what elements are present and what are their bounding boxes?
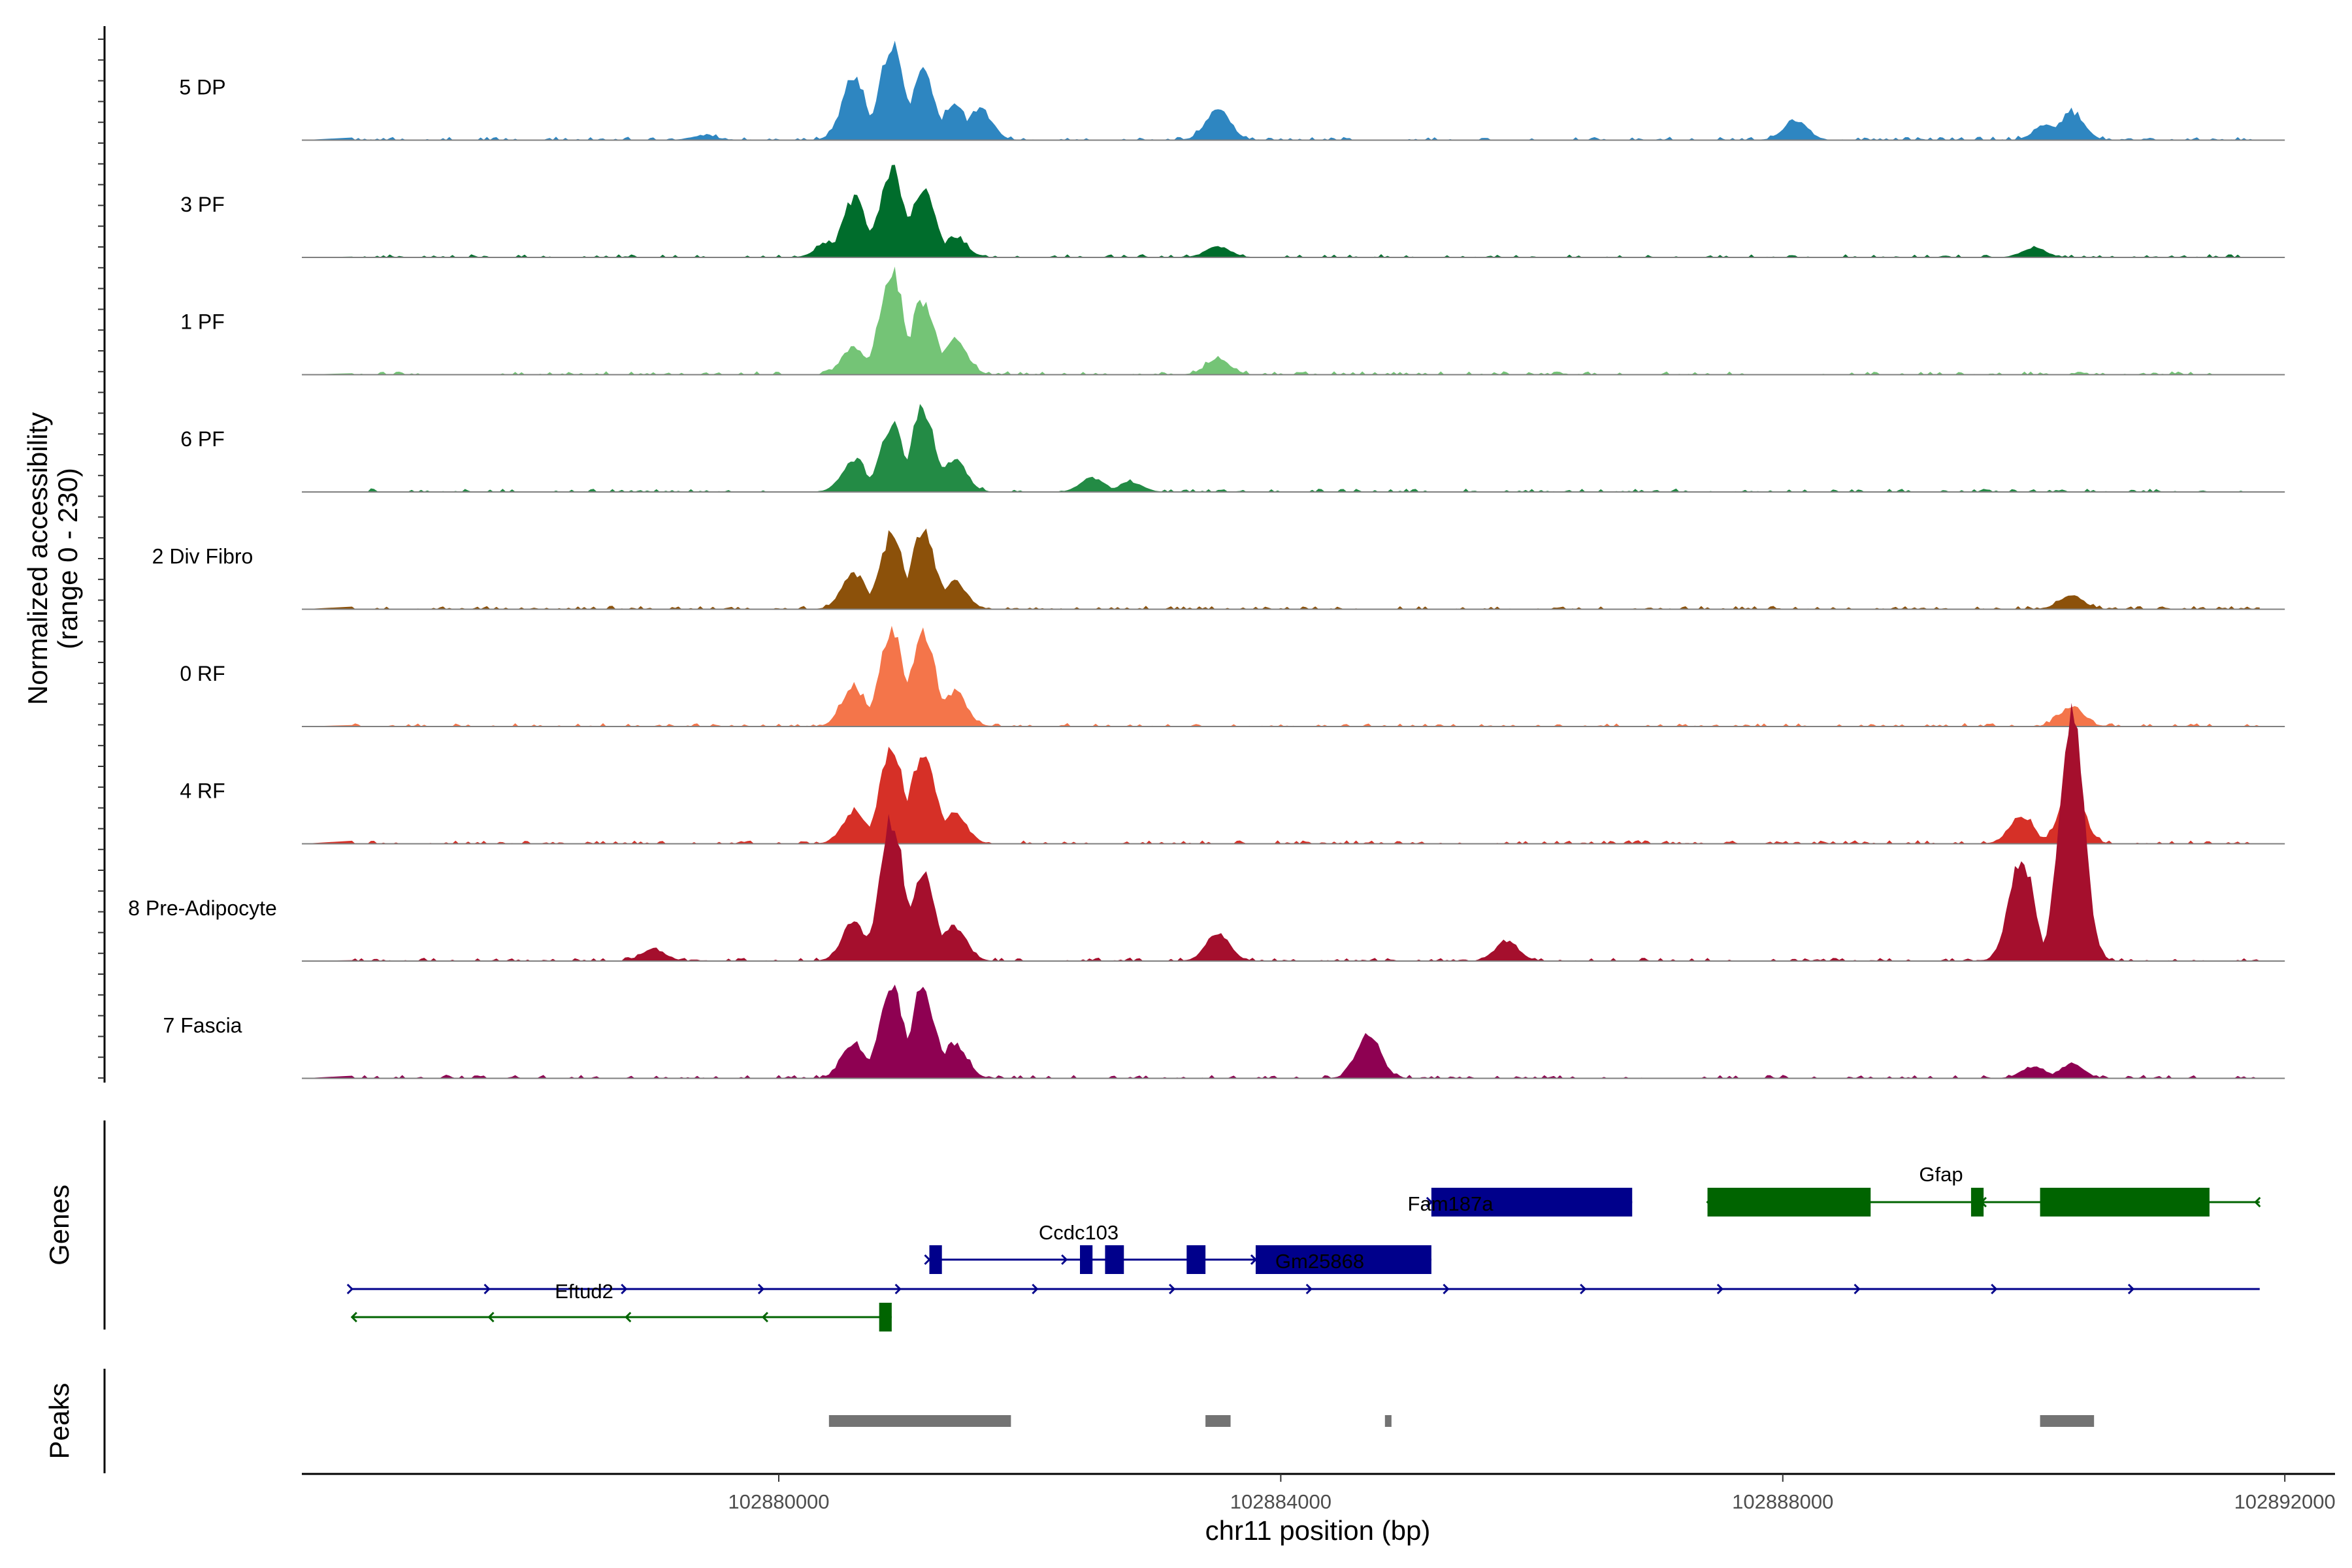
track-area bbox=[302, 985, 2260, 1079]
gene-exon bbox=[2040, 1188, 2210, 1217]
gene-strand-arrow bbox=[1854, 1283, 1861, 1295]
track-3-pf: 3 PF bbox=[180, 165, 2285, 258]
peak-region bbox=[828, 1415, 1011, 1427]
gene-strand-arrow bbox=[1387, 1254, 1394, 1266]
track-4-rf: 4 RF bbox=[180, 746, 2285, 845]
gene-strand-arrow bbox=[346, 1283, 353, 1295]
gene-exon bbox=[1431, 1188, 1633, 1217]
gene-exon bbox=[1186, 1245, 1206, 1274]
peak-region bbox=[2040, 1415, 2095, 1427]
track-label: 0 RF bbox=[180, 662, 225, 685]
track-8-pre-adipocyte: 8 Pre-Adipocyte bbox=[128, 702, 2285, 962]
track-0-rf: 0 RF bbox=[180, 625, 2285, 727]
track-6-pf: 6 PF bbox=[180, 404, 2285, 493]
gene-strand-arrow bbox=[2254, 1196, 2261, 1208]
gene-strand-arrow bbox=[924, 1254, 931, 1266]
track-label: 3 PF bbox=[180, 193, 225, 216]
gene-exon bbox=[1105, 1245, 1124, 1274]
gene-strand-arrow bbox=[1250, 1254, 1258, 1266]
gene-eftud2-minus bbox=[350, 1303, 892, 1331]
track-area bbox=[302, 165, 2260, 257]
gene-label: Gm25868 bbox=[1275, 1250, 1364, 1273]
peaks-axis-title: Peaks bbox=[44, 1383, 74, 1460]
gene-label: Ccdc103 bbox=[1039, 1221, 1119, 1244]
gene-strand-arrow bbox=[487, 1311, 495, 1323]
gene-strand-arrow bbox=[625, 1311, 632, 1323]
gene-strand-arrow bbox=[1716, 1283, 1723, 1295]
track-5-dp: 5 DP bbox=[179, 41, 2285, 141]
gene-gfap-minus: Gfap bbox=[1706, 1163, 2261, 1217]
track-area bbox=[302, 404, 2260, 492]
track-area bbox=[302, 41, 2260, 140]
x-axis-ticks: 102880000 102884000 102888000 102892000 bbox=[728, 1474, 2336, 1513]
gene-eftud2-plus: Eftud2 bbox=[346, 1280, 2260, 1303]
gene-strand-arrow bbox=[350, 1311, 357, 1323]
x-tick-label: 102892000 bbox=[2234, 1490, 2336, 1513]
track-label: 1 PF bbox=[180, 310, 225, 334]
track-label: 6 PF bbox=[180, 427, 225, 451]
gene-strand-arrow bbox=[621, 1283, 628, 1295]
track-area bbox=[302, 267, 2260, 375]
track-area bbox=[302, 528, 2260, 610]
track-label: 4 RF bbox=[180, 779, 225, 803]
gene-exon bbox=[1080, 1245, 1093, 1274]
x-axis-title: chr11 position (bp) bbox=[1205, 1515, 1431, 1546]
gene-strand-arrow bbox=[761, 1311, 769, 1323]
gene-strand-arrow bbox=[1168, 1283, 1176, 1295]
genes-panel: Fam187a Gfap Ccdc103 Gm25868 Eftud2 bbox=[346, 1163, 2261, 1331]
gene-strand-arrow bbox=[757, 1283, 765, 1295]
x-tick-label: 102888000 bbox=[1732, 1490, 1833, 1513]
y-axis-range: (range 0 - 230) bbox=[52, 468, 83, 649]
peaks-panel bbox=[828, 1415, 2095, 1427]
genes-axis-title: Genes bbox=[44, 1184, 74, 1266]
track-7-fascia: 7 Fascia bbox=[163, 985, 2285, 1079]
gene-fam187a-plus: Fam187a bbox=[1408, 1188, 1633, 1217]
gene-exon bbox=[1707, 1188, 1871, 1217]
track-label: 7 Fascia bbox=[163, 1014, 242, 1037]
gene-label: Gfap bbox=[1919, 1163, 1963, 1186]
gene-exon bbox=[929, 1245, 942, 1274]
track-label: 8 Pre-Adipocyte bbox=[128, 896, 277, 920]
gene-strand-arrow bbox=[1443, 1283, 1450, 1295]
gene-strand-arrow bbox=[1061, 1254, 1068, 1266]
track-2-div-fibro: 2 Div Fibro bbox=[152, 528, 2285, 610]
gene-strand-arrow bbox=[483, 1283, 491, 1295]
track-label: 2 Div Fibro bbox=[152, 545, 253, 568]
coverage-tracks-panel: 5 DP 3 PF 1 PF 6 PF 2 Div Fibro 0 RF 4 RF 8 Pre… bbox=[128, 41, 2285, 1079]
gene-strand-arrow bbox=[894, 1283, 902, 1295]
gene-exon bbox=[879, 1303, 892, 1331]
gene-strand-arrow bbox=[1032, 1283, 1039, 1295]
gene-strand-arrow bbox=[1580, 1283, 1587, 1295]
gene-label: Fam187a bbox=[1408, 1192, 1494, 1215]
x-tick-label: 102884000 bbox=[1230, 1490, 1331, 1513]
gene-exon bbox=[1970, 1188, 1984, 1217]
x-tick-label: 102880000 bbox=[728, 1490, 829, 1513]
y-axis-title: Normalized accessibility bbox=[22, 412, 53, 705]
gene-strand-arrow bbox=[1305, 1283, 1313, 1295]
gene-label: Eftud2 bbox=[555, 1280, 613, 1303]
peak-region bbox=[1384, 1415, 1392, 1427]
gene-gm25868-plus: Gm25868 bbox=[1250, 1250, 1431, 1273]
track-area bbox=[302, 625, 2260, 727]
track-area bbox=[302, 702, 2260, 961]
gene-strand-arrow bbox=[1991, 1283, 1998, 1295]
coverage-y-axis-ticks bbox=[98, 39, 105, 1079]
peak-region bbox=[1205, 1415, 1231, 1427]
track-area bbox=[302, 746, 2260, 844]
track-label: 5 DP bbox=[179, 76, 225, 99]
gene-strand-arrow bbox=[2127, 1283, 2135, 1295]
track-1-pf: 1 PF bbox=[180, 267, 2285, 376]
